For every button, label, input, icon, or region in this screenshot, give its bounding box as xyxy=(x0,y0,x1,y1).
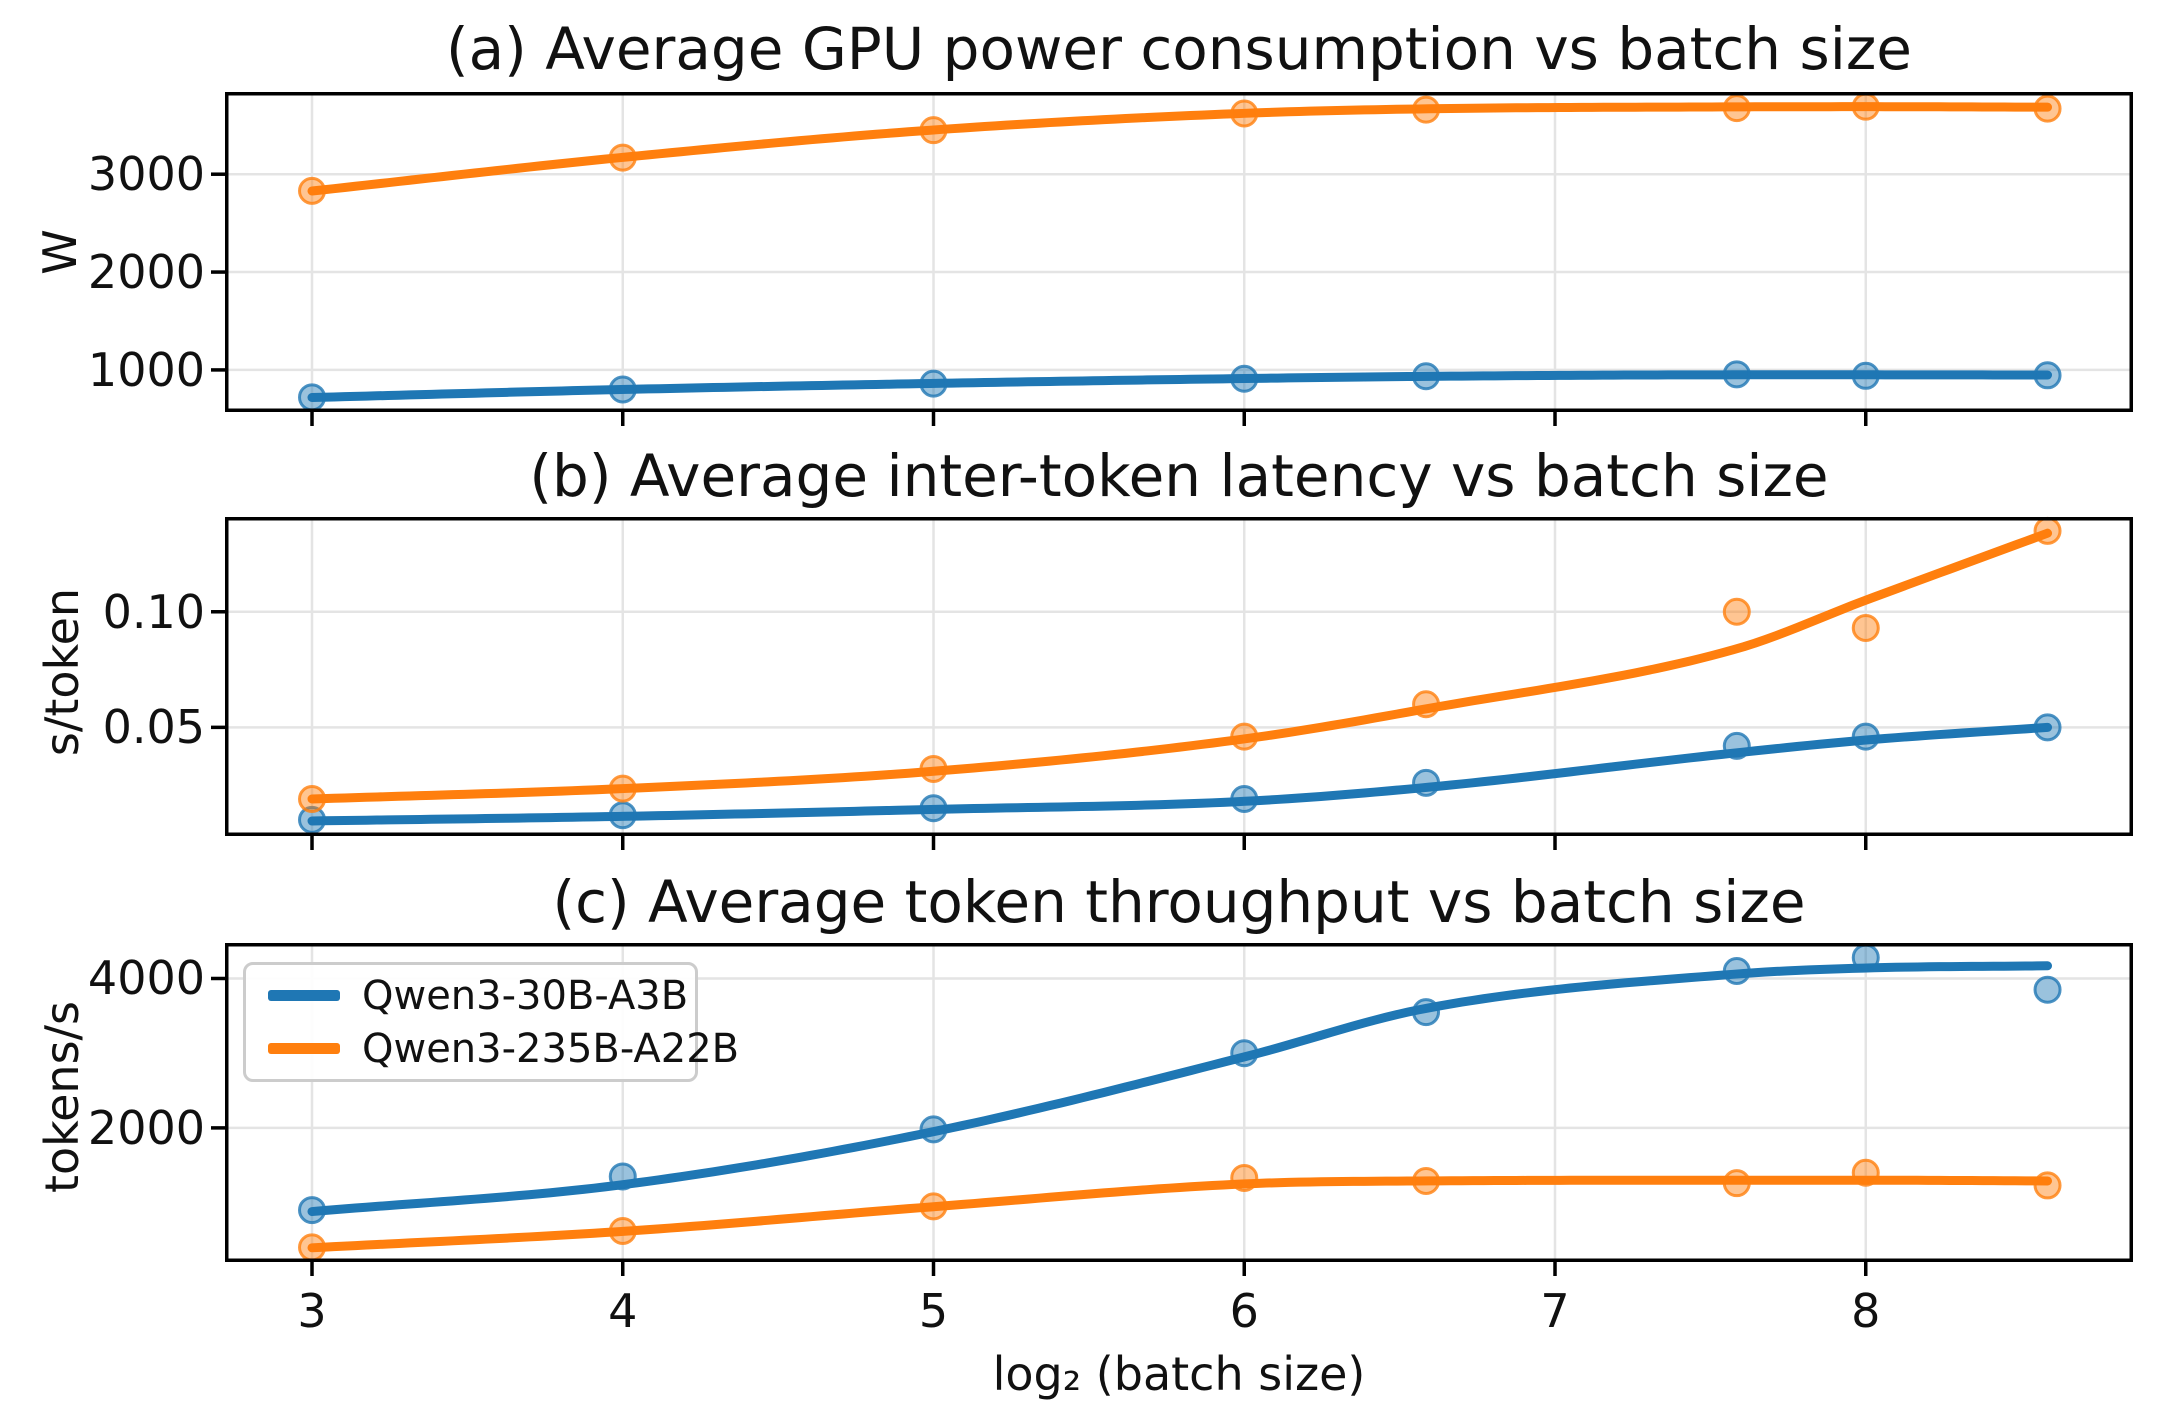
fit-line-Qwen3-30B-A3B xyxy=(307,370,2053,403)
data-point-Qwen3-235B-A22B xyxy=(1412,95,1441,124)
data-point-Qwen3-235B-A22B xyxy=(1851,613,1880,642)
data-point-Qwen3-235B-A22B xyxy=(1722,1169,1751,1198)
data-point-Qwen3-235B-A22B xyxy=(298,1233,327,1262)
legend-line-sample-blue xyxy=(268,990,340,1001)
y-tick-label: 0.05 xyxy=(102,700,205,755)
data-point-Qwen3-30B-A3B xyxy=(298,383,327,412)
y-tick-label: 4000 xyxy=(87,951,205,1006)
data-point-Qwen3-30B-A3B xyxy=(1722,957,1751,986)
data-point-Qwen3-235B-A22B xyxy=(608,1217,637,1245)
legend-entry-qwen3-235b: Qwen3-235B-A22B xyxy=(246,1022,739,1075)
data-point-Qwen3-30B-A3B xyxy=(1230,785,1259,814)
y-tick-label: 2000 xyxy=(87,245,205,300)
data-point-Qwen3-30B-A3B xyxy=(298,805,327,834)
subplot-a-plot-area xyxy=(211,92,2133,426)
data-point-Qwen3-30B-A3B xyxy=(1230,364,1259,393)
data-point-Qwen3-235B-A22B xyxy=(2033,1171,2062,1200)
subplot-c-title: (c) Average token throughput vs batch si… xyxy=(552,868,1806,936)
x-tick-label: 6 xyxy=(1229,1284,1259,1338)
subplot-b-svg xyxy=(211,516,2133,850)
data-point-Qwen3-235B-A22B xyxy=(1722,94,1751,123)
subplot-a-title: (a) Average GPU power consumption vs bat… xyxy=(446,15,1912,83)
axes-spines xyxy=(225,517,2133,836)
x-tick-label: 4 xyxy=(608,1284,638,1338)
data-point-Qwen3-30B-A3B xyxy=(1230,1039,1259,1068)
x-axis-label: log₂ (batch size) xyxy=(992,1347,1366,1401)
x-tick-label: 7 xyxy=(1540,1284,1570,1338)
y-tick-label: 2000 xyxy=(87,1100,205,1155)
data-point-Qwen3-30B-A3B xyxy=(919,794,948,823)
data-point-Qwen3-235B-A22B xyxy=(1230,1163,1259,1192)
subplot-b-y-axis-label: s/token xyxy=(35,587,89,757)
data-point-Qwen3-30B-A3B xyxy=(1851,943,1880,972)
y-tick-label: 1000 xyxy=(87,342,205,397)
data-point-Qwen3-30B-A3B xyxy=(919,369,948,398)
data-point-Qwen3-235B-A22B xyxy=(2033,94,2062,123)
data-point-Qwen3-235B-A22B xyxy=(919,116,948,145)
data-point-Qwen3-235B-A22B xyxy=(1412,1166,1441,1195)
legend-label: Qwen3-235B-A22B xyxy=(362,1025,740,1072)
legend-line-sample-orange xyxy=(268,1043,340,1054)
x-tick-label: 8 xyxy=(1851,1284,1881,1338)
data-point-Qwen3-30B-A3B xyxy=(1412,998,1441,1027)
y-tick-label: 0.10 xyxy=(102,584,205,639)
fit-line-Qwen3-235B-A22B xyxy=(307,528,2053,804)
subplot-b-title: (b) Average inter-token latency vs batch… xyxy=(529,442,1829,510)
data-point-Qwen3-235B-A22B xyxy=(1412,690,1441,719)
fit-line-Qwen3-30B-A3B xyxy=(307,722,2053,826)
subplot-a-svg xyxy=(211,92,2133,426)
data-point-Qwen3-30B-A3B xyxy=(1412,362,1441,391)
data-point-Qwen3-30B-A3B xyxy=(298,1196,327,1225)
data-point-Qwen3-30B-A3B xyxy=(608,1162,637,1191)
x-tick-label: 3 xyxy=(297,1284,327,1338)
data-point-Qwen3-235B-A22B xyxy=(608,774,637,803)
data-point-Qwen3-235B-A22B xyxy=(608,143,637,172)
data-point-Qwen3-30B-A3B xyxy=(1851,722,1880,751)
data-point-Qwen3-30B-A3B xyxy=(2033,713,2062,742)
data-point-Qwen3-235B-A22B xyxy=(919,754,948,783)
data-point-Qwen3-30B-A3B xyxy=(1851,361,1880,390)
subplot-b-plot-area xyxy=(211,516,2133,850)
data-point-Qwen3-30B-A3B xyxy=(2033,361,2062,390)
axes-spines xyxy=(225,92,2133,412)
data-point-Qwen3-30B-A3B xyxy=(919,1115,948,1144)
data-point-Qwen3-235B-A22B xyxy=(2033,516,2062,545)
y-tick-label: 3000 xyxy=(87,147,205,202)
data-point-Qwen3-30B-A3B xyxy=(1722,731,1751,760)
legend-box: Qwen3-30B-A3B Qwen3-235B-A22B xyxy=(243,962,739,1082)
x-tick-label: 5 xyxy=(918,1284,949,1338)
data-point-Qwen3-235B-A22B xyxy=(919,1192,948,1221)
data-point-Qwen3-30B-A3B xyxy=(608,375,637,404)
data-point-Qwen3-30B-A3B xyxy=(1412,768,1441,797)
data-point-Qwen3-235B-A22B xyxy=(1851,1158,1880,1187)
subplot-c-plot-area xyxy=(211,943,2133,1276)
fit-line-Qwen3-30B-A3B xyxy=(307,961,2053,1217)
data-point-Qwen3-30B-A3B xyxy=(1722,360,1751,389)
legend-label: Qwen3-30B-A3B xyxy=(362,972,689,1019)
data-point-Qwen3-235B-A22B xyxy=(1851,92,1880,121)
data-point-Qwen3-235B-A22B xyxy=(298,785,327,814)
fit-line-Qwen3-235B-A22B xyxy=(307,102,2053,196)
data-point-Qwen3-30B-A3B xyxy=(608,801,637,830)
data-point-Qwen3-30B-A3B xyxy=(2033,975,2062,1004)
data-point-Qwen3-235B-A22B xyxy=(1722,597,1751,626)
legend-entry-qwen3-30b: Qwen3-30B-A3B xyxy=(246,969,695,1022)
data-point-Qwen3-235B-A22B xyxy=(298,176,327,205)
axes-spines xyxy=(225,943,2133,1262)
data-point-Qwen3-235B-A22B xyxy=(1230,99,1259,128)
data-point-Qwen3-235B-A22B xyxy=(1230,722,1259,751)
subplot-c-svg xyxy=(211,943,2133,1276)
fit-line-Qwen3-235B-A22B xyxy=(307,1175,2053,1253)
